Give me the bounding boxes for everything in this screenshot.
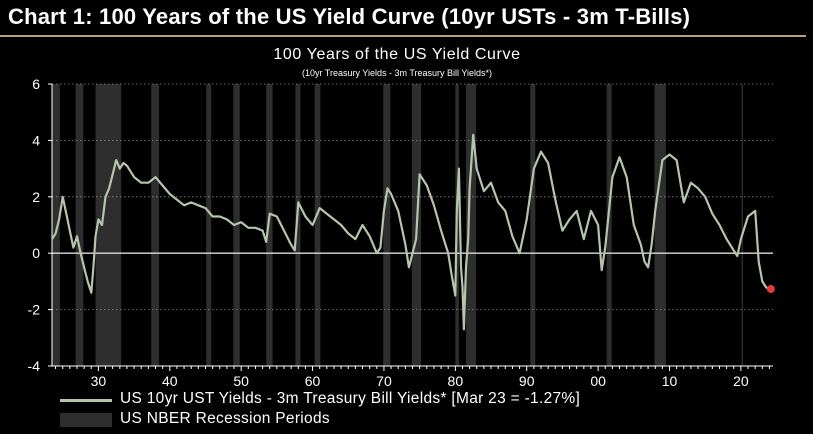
y-tick-label: 2 xyxy=(32,189,40,205)
x-tick-label: 90 xyxy=(519,373,535,388)
legend-series-label: US 10yr UST Yields - 3m Treasury Bill Yi… xyxy=(120,390,581,407)
x-tick-label: 40 xyxy=(162,373,178,388)
x-tick-label: 30 xyxy=(91,373,107,388)
recession-band xyxy=(295,84,301,366)
y-tick-label: 0 xyxy=(32,245,40,261)
recession-band xyxy=(206,84,212,366)
x-tick-label: 80 xyxy=(448,373,464,388)
recession-band xyxy=(151,84,160,366)
y-tick-label: 6 xyxy=(32,76,40,92)
latest-value-marker xyxy=(766,285,775,294)
axes: -4 -2 0 2 4 6 30 40 50 60 70 80 90 00 10 20 xyxy=(28,76,773,388)
recession-band xyxy=(75,84,84,366)
recession-band xyxy=(95,84,122,366)
series-layer xyxy=(51,133,775,331)
report-title: Chart 1: 100 Years of the US Yield Curve… xyxy=(8,4,691,29)
x-tick-label: 20 xyxy=(733,373,749,388)
recession-band xyxy=(52,84,60,366)
recession-band xyxy=(383,84,391,366)
legend-recession-swatch xyxy=(60,413,112,427)
y-tick-label: -4 xyxy=(28,358,41,374)
legend-line-swatch xyxy=(60,399,112,402)
report-header: Chart 1: 100 Years of the US Yield Curve… xyxy=(0,0,813,37)
x-tick-label: 00 xyxy=(590,373,606,388)
legend-recession-label: US NBER Recession Periods xyxy=(120,410,330,427)
x-tick-label: 10 xyxy=(662,373,678,388)
recession-bands xyxy=(52,84,744,366)
x-tick-label: 60 xyxy=(305,373,321,388)
recession-band xyxy=(314,84,321,366)
recession-band xyxy=(654,84,666,366)
recession-band xyxy=(741,84,744,366)
recession-band xyxy=(606,84,612,366)
recession-band xyxy=(466,84,477,366)
header-divider xyxy=(0,35,806,37)
chart-title: 100 Years of the US Yield Curve xyxy=(273,46,520,63)
x-tick-label: 70 xyxy=(376,373,392,388)
x-tick-label: 50 xyxy=(233,373,249,388)
recession-band xyxy=(530,84,536,366)
chart-subtitle: (10yr Treasury Yields - 3m Treasury Bill… xyxy=(302,68,492,78)
yield-curve-chart: -4 -2 0 2 4 6 30 40 50 60 70 80 90 00 10 20 100 Years o… xyxy=(28,46,775,388)
yield-spread-line xyxy=(51,133,772,331)
y-tick-label: -2 xyxy=(28,302,41,318)
y-tick-label: 4 xyxy=(32,132,40,148)
